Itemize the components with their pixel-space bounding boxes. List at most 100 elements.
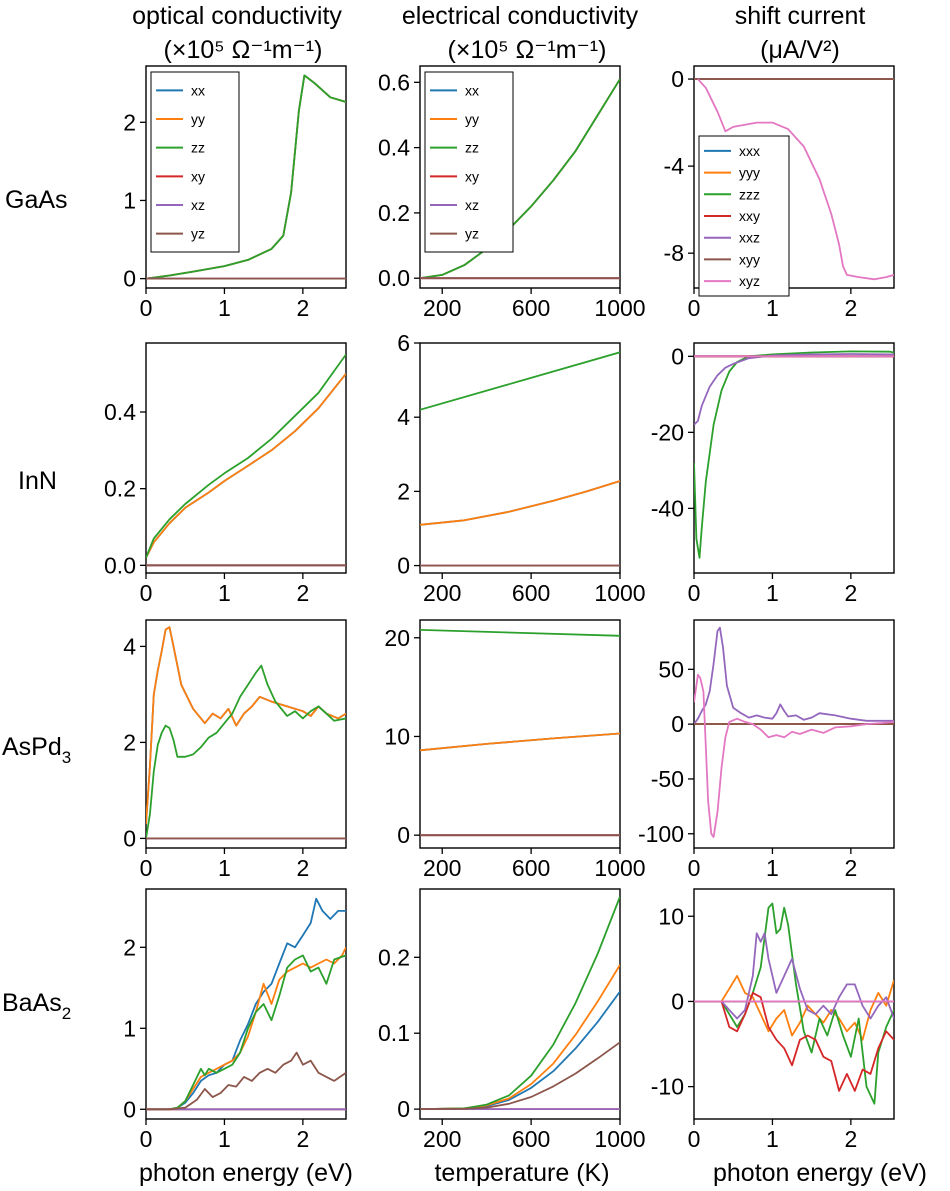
- y-tick-label: 10: [384, 723, 410, 749]
- y-tick-label: -20: [651, 419, 684, 445]
- y-tick-label: 0.2: [378, 200, 410, 226]
- y-tick-label: 0: [123, 1096, 136, 1122]
- legend-label-xz: xz: [465, 197, 479, 213]
- row-label-baas2-main: BaAs: [2, 989, 62, 1017]
- row-label-inn: InN: [18, 467, 57, 495]
- series-line-zz: [420, 896, 620, 1110]
- series-line-yy: [420, 732, 620, 752]
- series-line-xxy: [694, 992, 894, 1092]
- series-line-yy: [420, 964, 620, 1110]
- y-tick-label: 0.4: [104, 399, 136, 425]
- x-tick-label: 0: [688, 580, 701, 606]
- y-tick-label: 0: [123, 825, 136, 851]
- legend-label-zz: zz: [191, 140, 205, 156]
- series-line-yy: [146, 373, 346, 559]
- x-tick-label: 1: [218, 1126, 231, 1152]
- panel-gaas-electrical: 200 600 1000 0.0 0.2 0.4 0.6 xx yy zz xy xz yz: [378, 65, 646, 321]
- series-line-xyz: [694, 673, 894, 838]
- row-label-baas2: BaAs2: [2, 989, 71, 1023]
- x-tick-label: 2: [296, 855, 309, 881]
- row-label-baas2-sub: 2: [62, 1004, 71, 1023]
- column-title-electrical-line2: (×10⁵ Ω⁻¹m⁻¹): [448, 36, 607, 64]
- x-tick-label: 0: [688, 1126, 701, 1152]
- y-tick-label: 50: [658, 656, 684, 682]
- x-tick-label: 0: [140, 1126, 153, 1152]
- legend: xx yy zz xy xz yz: [150, 71, 240, 253]
- row-label-aspd3-main: AsPd: [2, 733, 62, 761]
- series-line-zzz: [694, 350, 894, 559]
- x-tick-label: 2: [844, 1126, 857, 1152]
- x-tick-label: 1000: [594, 855, 645, 881]
- x-tick-label: 2: [844, 295, 857, 321]
- legend-label-xy: xy: [465, 168, 479, 184]
- legend-label-yy: yy: [465, 111, 479, 127]
- y-tick-label: 2: [123, 109, 136, 135]
- x-tick-label: 600: [512, 1126, 550, 1152]
- y-tick-label: 10: [658, 903, 684, 929]
- y-tick-label: 0: [671, 66, 684, 92]
- series-line-yyy: [694, 975, 894, 1041]
- y-tick-label: -50: [651, 766, 684, 792]
- x-tick-label: 0: [688, 855, 701, 881]
- y-tick-label: 0: [671, 711, 684, 737]
- y-tick-label: -4: [664, 153, 685, 179]
- panel-baas2-optical: 0 1 2 0 1 2: [123, 888, 347, 1152]
- x-tick-label: 200: [423, 855, 461, 881]
- series-line-zz: [146, 353, 346, 559]
- x-tick-label: 1: [218, 855, 231, 881]
- legend-label-xxz: xxz: [739, 230, 760, 246]
- x-tick-label: 1: [218, 580, 231, 606]
- legend-label-zzz: zzz: [739, 186, 760, 202]
- column-title-optical-line2: (×10⁵ Ω⁻¹m⁻¹): [164, 36, 323, 64]
- series-line-xx: [146, 373, 346, 559]
- x-tick-label: 2: [296, 1126, 309, 1152]
- panel-baas2-electrical: 200 600 1000 0 0.1 0.2: [378, 888, 646, 1152]
- xlabel-photon-energy-right: photon energy (eV): [713, 1159, 927, 1187]
- y-tick-label: -8: [664, 240, 684, 266]
- y-tick-label: 0.6: [378, 69, 410, 95]
- series-line-yz: [146, 1051, 346, 1111]
- panel-gaas-shift: 0 1 2 0 -4 -8 xxx yyy zzz xxy xxz xyy xyz: [664, 65, 895, 321]
- series-line-xx: [420, 480, 620, 526]
- legend-label-xxy: xxy: [739, 208, 760, 224]
- y-tick-label: 0.1: [378, 1020, 410, 1046]
- y-tick-label: 6: [397, 330, 410, 356]
- x-tick-label: 1000: [594, 1126, 645, 1152]
- legend-label-xy: xy: [191, 168, 205, 184]
- panel-inn-optical: 0 1 2 0.0 0.2 0.4: [104, 342, 347, 606]
- legend-label-xxx: xxx: [739, 143, 760, 159]
- x-tick-label: 0: [140, 855, 153, 881]
- x-tick-label: 2: [296, 580, 309, 606]
- y-tick-label: 0: [397, 822, 410, 848]
- y-tick-label: 1: [123, 187, 136, 213]
- x-tick-label: 1: [766, 855, 779, 881]
- x-tick-label: 1: [766, 295, 779, 321]
- x-tick-label: 0: [140, 580, 153, 606]
- y-tick-label: 0: [671, 988, 684, 1014]
- series-line-zz: [420, 351, 620, 411]
- series-line-zz: [420, 629, 620, 637]
- x-tick-label: 1: [218, 295, 231, 321]
- series-line-zz: [420, 78, 620, 280]
- legend-label-xx: xx: [191, 82, 205, 98]
- x-tick-label: 0: [140, 295, 153, 321]
- y-tick-label: 2: [397, 478, 410, 504]
- y-tick-label: 1: [123, 1015, 136, 1041]
- legend-label-yyy: yyy: [739, 165, 760, 181]
- series-line-yy: [146, 626, 346, 825]
- series-line-xxz: [694, 626, 894, 725]
- y-tick-label: 4: [397, 404, 410, 430]
- legend-label-zz: zz: [465, 140, 479, 156]
- y-tick-label: 4: [123, 633, 136, 659]
- series-line-xx: [146, 897, 346, 1111]
- x-tick-label: 2: [844, 580, 857, 606]
- legend-label-xyz: xyz: [739, 273, 760, 289]
- series-line-yy: [420, 480, 620, 526]
- x-tick-label: 600: [512, 580, 550, 606]
- y-tick-label: 0.2: [104, 476, 136, 502]
- legend-label-yz: yz: [465, 226, 479, 242]
- series-line-xxz: [694, 353, 894, 426]
- panel-inn-shift: 0 1 2 0 -20 -40: [651, 342, 895, 606]
- legend-label-yy: yy: [191, 111, 205, 127]
